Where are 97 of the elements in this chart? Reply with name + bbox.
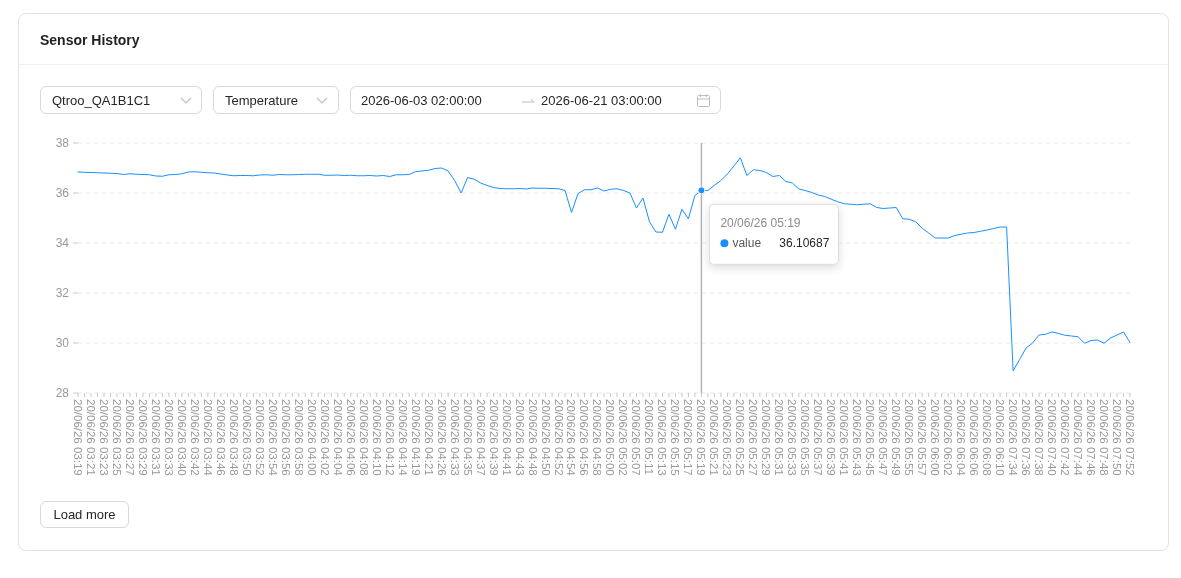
x-tick-label: 20/06/26 07:34	[1007, 399, 1020, 477]
x-tick-label: 20/06/26 04:10	[370, 399, 383, 476]
x-tick-label: 20/06/26 04:33	[448, 399, 461, 476]
x-tick-label: 20/06/26 05:39	[825, 399, 838, 476]
x-tick-label: 20/06/26 04:06	[344, 399, 357, 476]
button[interactable]: Load more	[40, 501, 129, 528]
x-tick-label: 20/06/26 03:29	[136, 399, 149, 476]
x-tick-label: 20/06/26 05:33	[786, 399, 799, 476]
x-tick-label: 20/06/26 04:54	[565, 399, 578, 477]
annotation: 20/06/26 05:19	[720, 216, 801, 231]
x-tick-label: 20/06/26 04:52	[552, 399, 565, 476]
x-tick-label: 20/06/26 04:41	[500, 399, 513, 476]
y-tick-label: 34	[55, 236, 70, 251]
x-tick-label: 20/06/26 03:58	[292, 399, 305, 476]
x-tick-label: 20/06/26 04:19	[409, 399, 422, 476]
x-tick-label: 20/06/26 04:35	[461, 399, 474, 476]
x-tick-label: 20/06/26 05:17	[682, 399, 695, 476]
select-field[interactable]: Temperature	[213, 86, 339, 114]
x-tick-label: 20/06/26 04:04	[331, 399, 344, 477]
x-tick-label: 20/06/26 04:26	[435, 399, 448, 476]
x-tick-label: 20/06/26 05:13	[656, 399, 669, 476]
line-series	[77, 157, 1131, 372]
x-tick-label: 20/06/26 05:35	[799, 399, 812, 476]
x-tick-label: 20/06/26 05:57	[916, 399, 929, 476]
x-tick-label: 20/06/26 07:44	[1072, 399, 1085, 477]
x-tick-label: 20/06/26 03:33	[162, 399, 175, 476]
x-tick-label: 20/06/26 07:46	[1085, 399, 1098, 476]
x-tick-label: 20/06/26 04:39	[487, 399, 500, 476]
annotation: 36.10687	[779, 236, 830, 251]
date-range-field[interactable]: 2026-06-03 02:00:00 2026-06-21 03:00:00	[350, 86, 721, 114]
x-tick-label: 20/06/26 05:02	[617, 399, 630, 476]
x-tick-label: 20/06/26 03:27	[123, 399, 136, 476]
x-tick-label: 20/06/26 05:11	[643, 399, 656, 475]
x-tick-label: 20/06/26 05:43	[851, 399, 864, 476]
x-tick-label: 20/06/26 04:43	[513, 399, 526, 476]
x-tick-label: 20/06/26 07:38	[1033, 399, 1046, 476]
x-tick-label: 20/06/26 05:21	[708, 399, 721, 476]
x-tick-label: 20/06/26 04:00	[305, 399, 318, 476]
x-tick-label: 20/06/26 03:44	[201, 399, 214, 477]
x-tick-label: 20/06/26 03:56	[279, 399, 292, 476]
x-tick-label: 20/06/26 03:42	[188, 399, 201, 476]
x-tick-label: 20/06/26 04:48	[526, 399, 539, 476]
x-tick-label: 20/06/26 07:50	[1110, 399, 1123, 476]
x-tick-label: 20/06/26 04:56	[578, 399, 591, 476]
x-tick-label: 20/06/26 03:54	[266, 399, 279, 477]
x-tick-label: 20/06/26 04:37	[474, 399, 487, 476]
x-tick-label: 20/06/26 06:10	[994, 399, 1007, 476]
x-tick-label: 20/06/26 07:42	[1059, 399, 1072, 476]
x-tick-label: 20/06/26 04:58	[591, 399, 604, 476]
x-tick-label: 20/06/26 03:25	[110, 399, 123, 476]
select-field[interactable]: Qtroo_QA1B1C1	[40, 86, 202, 114]
x-tick-label: 20/06/26 07:36	[1020, 399, 1033, 476]
y-tick-label: 32	[55, 286, 70, 301]
x-tick-label: 20/06/26 03:21	[84, 399, 97, 476]
x-tick-label: 20/06/26 04:50	[539, 399, 552, 476]
x-tick-label: 20/06/26 06:08	[981, 399, 994, 476]
x-tick-label: 20/06/26 05:29	[760, 399, 773, 476]
x-tick-label: 20/06/26 05:31	[773, 399, 786, 476]
x-tick-label: 20/06/26 05:49	[890, 399, 903, 476]
x-tick-label: 20/06/26 03:50	[240, 399, 253, 476]
x-tick-label: 20/06/26 06:04	[955, 399, 968, 477]
y-tick-label: 38	[55, 136, 70, 151]
x-tick-label: 20/06/26 04:08	[357, 399, 370, 476]
x-tick-label: 20/06/26 05:00	[604, 399, 617, 476]
x-tick-label: 20/06/26 03:31	[149, 399, 162, 476]
x-tick-label: 20/06/26 05:19	[695, 399, 708, 476]
x-tick-label: 20/06/26 07:52	[1123, 399, 1136, 476]
x-tick-label: 20/06/26 03:46	[214, 399, 227, 476]
x-tick-label: 20/06/26 05:37	[812, 399, 825, 476]
x-tick-label: 20/06/26 05:27	[747, 399, 760, 476]
y-tick-label: 36	[55, 186, 70, 201]
x-tick-label: 20/06/26 05:25	[734, 399, 747, 476]
x-tick-label: 20/06/26 04:14	[396, 399, 409, 477]
x-tick-label: 20/06/26 05:07	[630, 399, 643, 476]
x-tick-label: 20/06/26 06:00	[929, 399, 942, 476]
x-tick-label: 20/06/26 05:15	[669, 399, 682, 476]
x-tick-label: 20/06/26 06:02	[942, 399, 955, 476]
legend-label: value	[732, 236, 762, 251]
x-tick-label: 20/06/26 04:12	[383, 399, 396, 476]
x-tick-label: 20/06/26 04:21	[422, 399, 435, 476]
x-tick-label: 20/06/26 06:06	[968, 399, 981, 476]
x-tick-label: 20/06/26 05:55	[903, 399, 916, 476]
x-tick-label: 20/06/26 03:48	[227, 399, 240, 476]
x-tick-label: 20/06/26 04:02	[318, 399, 331, 476]
x-tick-label: 20/06/26 03:52	[253, 399, 266, 476]
x-tick-label: 20/06/26 05:47	[877, 399, 890, 476]
chart-title: Sensor History	[40, 31, 140, 49]
x-tick-label: 20/06/26 05:23	[721, 399, 734, 476]
x-tick-label: 20/06/26 05:41	[838, 399, 851, 476]
y-tick-label: 28	[55, 386, 70, 401]
x-tick-label: 20/06/26 03:19	[71, 399, 84, 476]
x-tick-label: 20/06/26 07:40	[1046, 399, 1059, 476]
x-tick-label: 20/06/26 03:40	[175, 399, 188, 476]
x-tick-label: 20/06/26 03:23	[97, 399, 110, 476]
y-tick-label: 30	[55, 336, 70, 351]
x-tick-label: 20/06/26 07:48	[1098, 399, 1110, 476]
x-tick-label: 20/06/26 05:45	[864, 399, 877, 476]
